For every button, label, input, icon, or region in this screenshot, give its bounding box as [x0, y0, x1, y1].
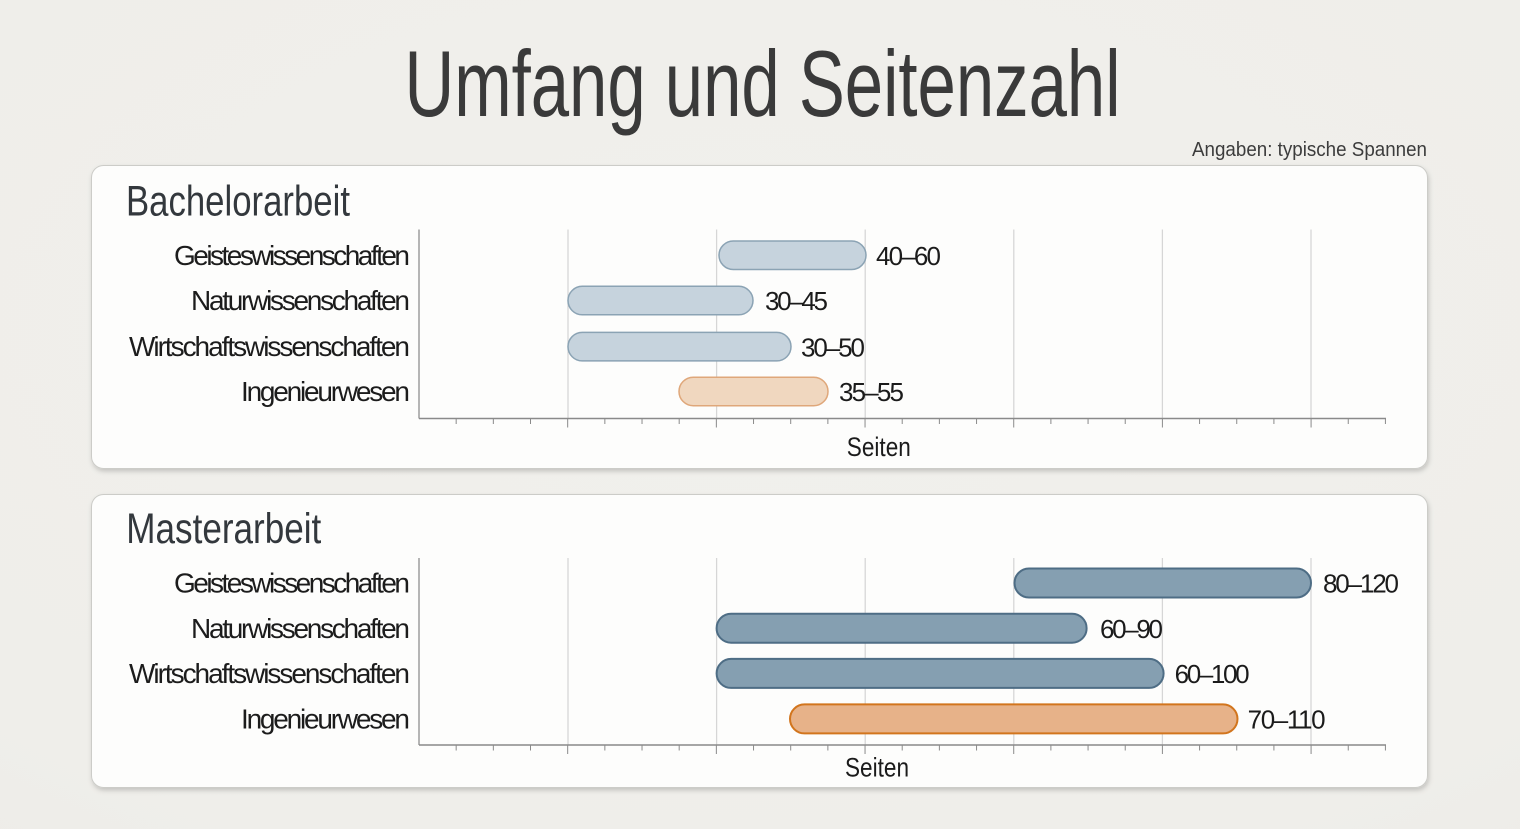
svg-text:70–110: 70–110 [1248, 704, 1326, 734]
svg-text:Seiten: Seiten [847, 432, 911, 462]
svg-text:Geisteswissenschaften: Geisteswissenschaften [174, 240, 410, 271]
svg-text:Bachelorarbeit: Bachelorarbeit [126, 177, 350, 225]
svg-text:40–60: 40–60 [876, 241, 941, 271]
svg-text:80–120: 80–120 [1323, 569, 1399, 599]
svg-text:Naturwissenschaften: Naturwissenschaften [191, 285, 410, 316]
svg-text:Geisteswissenschaften: Geisteswissenschaften [174, 568, 410, 599]
svg-text:Naturwissenschaften: Naturwissenschaften [191, 613, 410, 644]
svg-text:Seiten: Seiten [845, 753, 909, 783]
svg-text:Ingenieurwesen: Ingenieurwesen [241, 704, 410, 735]
svg-text:Wirtschaftswissenschaften: Wirtschaftswissenschaften [129, 658, 410, 689]
svg-text:60–90: 60–90 [1100, 614, 1163, 644]
svg-text:Wirtschaftswissenschaften: Wirtschaftswissenschaften [129, 331, 410, 362]
svg-text:30–45: 30–45 [765, 286, 828, 316]
svg-text:Angaben: typische Spannen: Angaben: typische Spannen [1192, 138, 1427, 161]
svg-text:Masterarbeit: Masterarbeit [126, 505, 321, 553]
svg-text:60–100: 60–100 [1175, 659, 1250, 689]
svg-text:Ingenieurwesen: Ingenieurwesen [241, 376, 410, 407]
svg-text:30–50: 30–50 [801, 332, 865, 362]
svg-text:Umfang und Seitenzahl: Umfang und Seitenzahl [405, 31, 1121, 136]
svg-text:35–55: 35–55 [839, 377, 904, 407]
